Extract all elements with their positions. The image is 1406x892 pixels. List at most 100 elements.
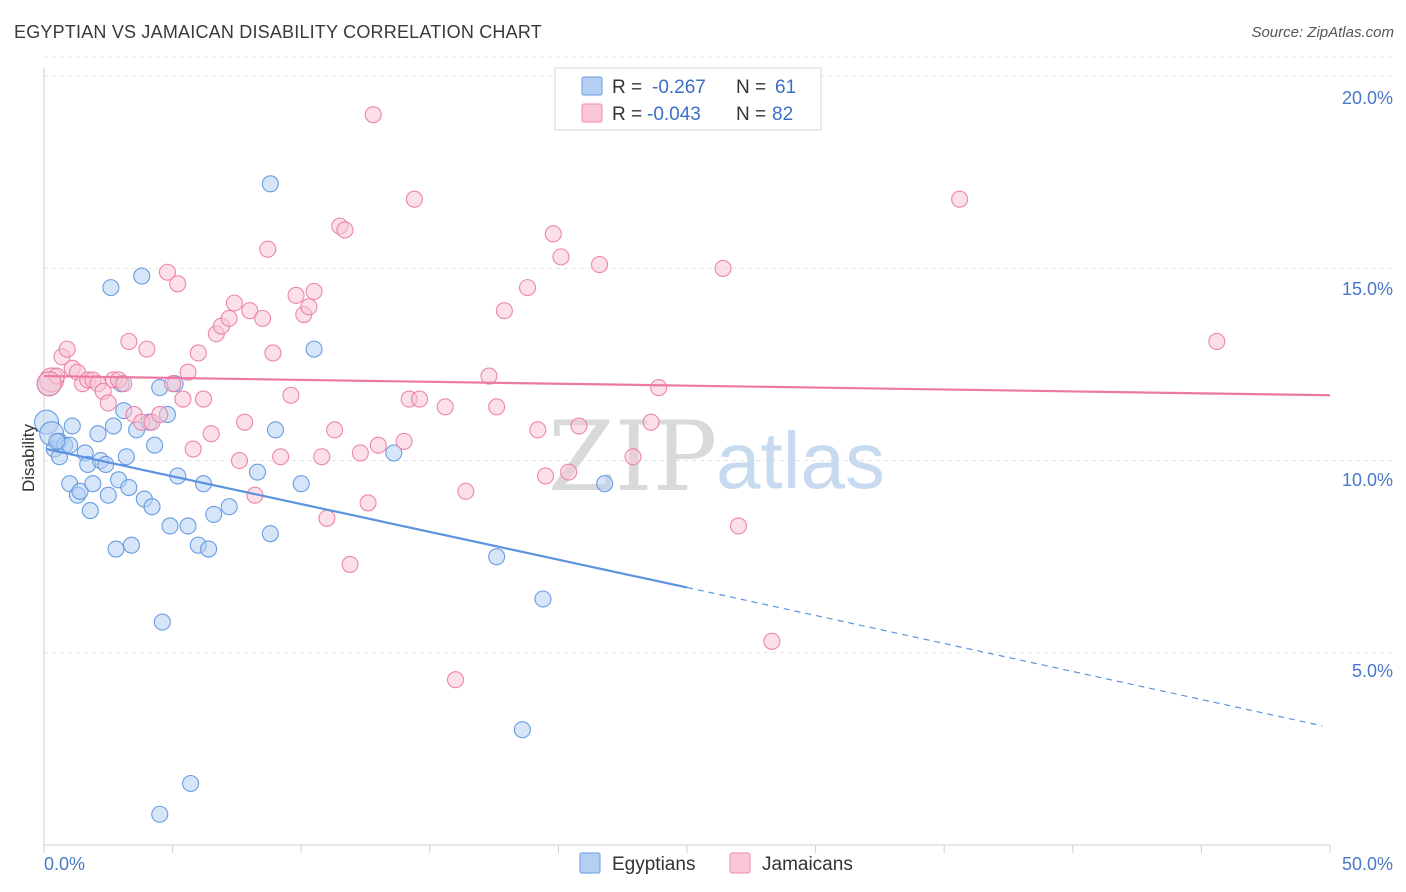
legend-bottom-label-egyptians: Egyptians — [612, 854, 695, 875]
jamaicans-point — [544, 225, 562, 243]
egyptians-points — [34, 175, 614, 823]
jamaicans-point — [560, 463, 578, 481]
jamaicans-point — [495, 302, 513, 320]
jamaicans-point — [529, 421, 547, 439]
egyptians-point — [220, 498, 238, 516]
jamaicans-point — [624, 448, 642, 466]
legend-bottom-label-jamaicans: Jamaicans — [762, 854, 853, 875]
y-axis-title: Disability — [19, 423, 38, 492]
x-tick-max: 50.0% — [1342, 854, 1393, 874]
jamaicans-point — [313, 448, 331, 466]
jamaicans-point — [552, 248, 570, 266]
jamaicans-point — [99, 394, 117, 412]
jamaicans-point — [300, 298, 318, 316]
axes — [43, 68, 1331, 853]
jamaicans-point — [305, 282, 323, 301]
watermark: ZIP atlas — [548, 401, 885, 513]
egyptians-point — [488, 548, 506, 566]
egyptians-point — [146, 436, 164, 454]
jamaicans-point — [395, 432, 413, 450]
jamaicans-point — [536, 467, 555, 485]
legend-r-label-1: R = — [612, 77, 642, 98]
jamaicans-point — [259, 240, 277, 258]
jamaicans-point — [410, 390, 429, 408]
jamaicans-point — [115, 375, 133, 393]
jamaicans-point — [364, 106, 382, 124]
source-label: Source: ZipAtlas.com — [1251, 24, 1394, 41]
jamaicans-point — [318, 509, 336, 527]
egyptians-point — [205, 505, 223, 523]
egyptians-point — [120, 478, 138, 497]
egyptians-point — [104, 417, 122, 435]
stats-legend: R = -0.267 N = 61 R = -0.043 N = 82 — [554, 67, 822, 131]
egyptians-point — [81, 502, 99, 520]
jamaicans-point — [287, 286, 305, 304]
jamaicans-point — [951, 190, 969, 208]
jamaicans-point — [151, 405, 169, 424]
jamaicans-point — [220, 309, 238, 327]
jamaicans-point — [138, 340, 156, 358]
chart-title: EGYPTIAN VS JAMAICAN DISABILITY CORRELAT… — [14, 22, 542, 42]
egyptians-point — [513, 721, 531, 739]
egyptians-point — [292, 475, 310, 493]
egyptians-point — [71, 482, 89, 500]
egyptians-point — [89, 425, 107, 443]
jamaicans-point — [405, 190, 423, 208]
jamaicans-point — [1208, 332, 1226, 350]
jamaicans-point — [189, 344, 207, 362]
egyptians-point — [179, 517, 197, 535]
legend-n-label-2: N = — [736, 104, 766, 125]
jamaicans-point — [359, 494, 377, 512]
jamaicans-point — [714, 259, 732, 277]
jamaicans-point — [241, 302, 259, 320]
legend-r-label-2: R = — [612, 104, 642, 125]
egyptians-trend-line — [46, 448, 688, 589]
jamaicans-point — [436, 398, 454, 416]
y-tick-5: 5.0% — [1352, 661, 1393, 681]
jamaicans-point — [254, 309, 272, 327]
jamaicans-point — [282, 386, 300, 404]
egyptians-point — [97, 455, 115, 474]
egyptians-point — [102, 279, 120, 297]
jamaicans-point — [184, 440, 202, 458]
jamaicans-point — [169, 275, 187, 293]
trend-lines — [43, 374, 1331, 727]
egyptians-point — [63, 417, 81, 435]
egyptians-point — [107, 540, 125, 558]
jamaicans-point — [202, 425, 220, 443]
jamaicans-point — [446, 671, 465, 689]
egyptians-point — [117, 448, 135, 466]
legend-n-value-1: 61 — [775, 77, 796, 98]
egyptians-point — [133, 267, 151, 285]
jamaicans-point — [174, 390, 192, 408]
y-tick-15: 15.0% — [1342, 279, 1393, 299]
egyptians-point — [385, 444, 403, 462]
jamaicans-point — [570, 417, 588, 435]
jamaicans-point — [642, 413, 660, 431]
jamaicans-point — [272, 448, 290, 466]
legend-swatch-egyptians — [581, 76, 603, 96]
jamaicans-point — [230, 452, 249, 470]
egyptians-point — [153, 613, 171, 631]
egyptians-point — [305, 340, 323, 358]
jamaicans-point — [457, 482, 475, 500]
egyptians-point — [596, 475, 614, 493]
series-legend: Egyptians Jamaicans — [579, 852, 853, 875]
legend-r-value-2: -0.043 — [647, 104, 701, 125]
jamaicans-points — [36, 106, 1226, 689]
egyptians-point — [84, 475, 102, 493]
jamaicans-point — [225, 294, 243, 312]
watermark-atlas: atlas — [716, 416, 885, 505]
jamaicans-point — [341, 555, 359, 573]
egyptians-point — [266, 421, 285, 439]
jamaicans-point — [236, 413, 254, 431]
jamaicans-point — [763, 632, 781, 650]
legend-bottom-swatch-egyptians — [579, 852, 601, 874]
legend-swatch-jamaicans — [581, 103, 603, 123]
legend-r-value-1: -0.267 — [652, 77, 706, 98]
jamaicans-point — [369, 436, 387, 454]
jamaicans-point — [36, 371, 62, 397]
jamaicans-point — [729, 517, 747, 535]
jamaicans-point — [264, 344, 282, 362]
